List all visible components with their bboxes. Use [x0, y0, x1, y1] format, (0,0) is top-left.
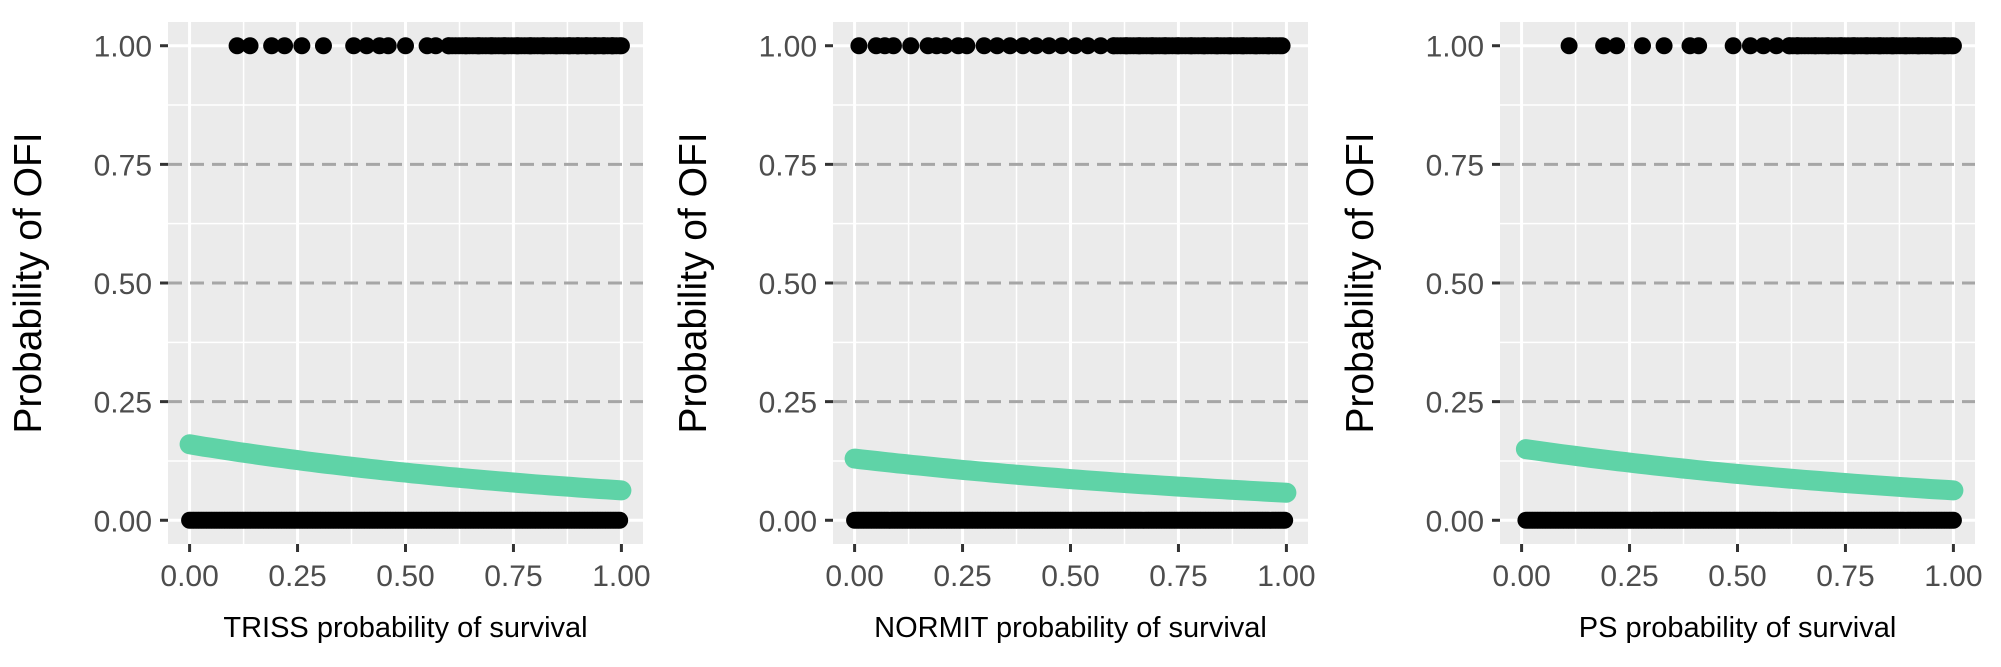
- y-tick-label: 1.00: [759, 31, 817, 64]
- point-ofi-1: [1027, 37, 1045, 55]
- points-layer: [1517, 37, 1962, 529]
- y-tick-label: 0.25: [1426, 387, 1484, 420]
- y-tick-label: 0.50: [94, 268, 152, 301]
- y-tick-label: 0.50: [759, 268, 817, 301]
- y-tick-label: 0.00: [1426, 505, 1484, 538]
- x-tick-label: 0.00: [1492, 560, 1550, 593]
- fit-curve-layer: [1515, 439, 1964, 501]
- point-ofi-1: [1754, 37, 1772, 55]
- x-tick-label: 0.75: [1149, 560, 1207, 593]
- y-axis-label: Probability of OFI: [1339, 132, 1382, 433]
- x-tick-layer: 0.00 0.25 0.50 0.75 1.00: [160, 544, 651, 593]
- point-ofi-1: [293, 37, 311, 55]
- point-ofi-1: [345, 37, 363, 55]
- x-tick-label: 0.25: [1600, 560, 1658, 593]
- points-layer: [846, 37, 1294, 529]
- fitted-probability-curve: [844, 448, 1297, 503]
- points-layer: [181, 37, 630, 529]
- y-tick-label: 0.25: [94, 387, 152, 420]
- point-ofi-1: [884, 37, 902, 55]
- fitted-probability-curve: [179, 434, 632, 501]
- x-tick-label: 1.00: [1924, 560, 1982, 593]
- point-ofi-1: [379, 37, 397, 55]
- y-tick-label: 0.50: [1426, 268, 1484, 301]
- point-ofi-1: [1944, 37, 1962, 55]
- y-tick-label: 0.75: [94, 149, 152, 182]
- fit-curve-layer: [179, 434, 632, 501]
- point-ofi-1: [1608, 37, 1626, 55]
- point-ofi-1: [397, 37, 414, 55]
- point-ofi-1: [958, 37, 976, 55]
- y-tick-label: 0.75: [1426, 149, 1484, 182]
- x-axis-label: TRISS probability of survival: [223, 612, 587, 644]
- point-ofi-1: [427, 37, 445, 55]
- x-tick-label: 0.25: [933, 560, 991, 593]
- point-ofi-1: [263, 37, 281, 55]
- point-ofi-1: [1724, 37, 1742, 55]
- y-tick-label: 0.00: [94, 505, 152, 538]
- point-ofi-1: [228, 37, 246, 55]
- fit-curve-layer: [844, 448, 1297, 503]
- fitted-probability-curve: [1515, 439, 1964, 501]
- point-ofi-1: [358, 37, 376, 55]
- point-ofi-1: [1066, 37, 1084, 55]
- x-tick-label: 0.50: [1708, 560, 1766, 593]
- panel-3: 0.00 0.25 0.50 0.75 1.00 0.00 0.25 0.50 0.75 1.0…: [1339, 22, 1983, 644]
- point-ofi-1: [936, 37, 954, 55]
- point-ofi-1: [1053, 37, 1071, 55]
- x-tick-label: 1.00: [592, 560, 650, 593]
- point-ofi-1: [1741, 37, 1759, 55]
- y-tick-layer: 0.00 0.25 0.50 0.75 1.00: [94, 31, 168, 538]
- x-tick-label: 0.50: [1041, 560, 1099, 593]
- point-ofi-1: [1273, 37, 1291, 55]
- point-ofi-1: [1595, 37, 1613, 55]
- y-tick-label: 1.00: [94, 31, 152, 64]
- point-ofi-1: [1001, 37, 1019, 55]
- point-ofi-1: [902, 37, 920, 55]
- y-tick-label: 1.00: [1426, 31, 1484, 64]
- point-ofi-1: [1092, 37, 1110, 55]
- point-ofi-1: [314, 37, 332, 55]
- x-tick-label: 0.50: [376, 560, 434, 593]
- y-axis-label: Probability of OFI: [672, 132, 715, 433]
- x-tick-label: 0.00: [160, 560, 218, 593]
- x-tick-label: 1.00: [1257, 560, 1315, 593]
- point-ofi-1: [276, 37, 294, 55]
- y-tick-layer: 0.00 0.25 0.50 0.75 1.00: [759, 31, 833, 538]
- y-tick-label: 0.75: [759, 149, 817, 182]
- panel-2: 0.00 0.25 0.50 0.75 1.00 0.00 0.25 0.50 0.75 1.0…: [672, 22, 1316, 644]
- x-tick-layer: 0.00 0.25 0.50 0.75 1.00: [1492, 544, 1983, 593]
- x-tick-label: 0.75: [1816, 560, 1874, 593]
- point-ofi-1: [850, 37, 868, 55]
- point-ofi-1: [1690, 37, 1708, 55]
- point-ofi-1: [988, 37, 1006, 55]
- point-ofi-1: [1014, 37, 1032, 55]
- point-ofi-1: [1560, 37, 1578, 55]
- y-tick-label: 0.00: [759, 505, 817, 538]
- point-ofi-0: [1276, 511, 1294, 529]
- x-tick-label: 0.00: [825, 560, 883, 593]
- y-axis-label: Probability of OFI: [7, 132, 50, 433]
- point-ofi-1: [975, 37, 993, 55]
- x-tick-layer: 0.00 0.25 0.50 0.75 1.00: [825, 544, 1316, 593]
- point-ofi-1: [1634, 37, 1651, 55]
- x-axis-label: PS probability of survival: [1579, 612, 1897, 644]
- x-axis-label: NORMIT probability of survival: [874, 612, 1267, 644]
- panel-1: 0.00 0.25 0.50 0.75 1.00 0.00 0.25 0.50 0.75 1.0…: [7, 22, 651, 644]
- point-ofi-1: [1040, 37, 1058, 55]
- point-ofi-1: [1655, 37, 1673, 55]
- point-ofi-1: [241, 37, 259, 55]
- point-ofi-0: [611, 511, 629, 529]
- point-ofi-0: [1944, 511, 1962, 529]
- point-ofi-1: [612, 37, 630, 55]
- x-tick-label: 0.25: [268, 560, 326, 593]
- point-ofi-1: [1079, 37, 1097, 55]
- y-tick-layer: 0.00 0.25 0.50 0.75 1.00: [1426, 31, 1500, 538]
- y-tick-label: 0.25: [759, 387, 817, 420]
- point-ofi-1: [1767, 37, 1785, 55]
- x-tick-label: 0.75: [484, 560, 542, 593]
